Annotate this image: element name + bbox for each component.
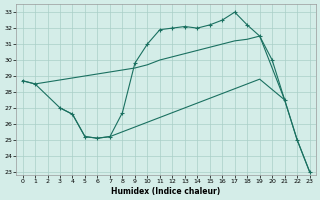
X-axis label: Humidex (Indice chaleur): Humidex (Indice chaleur) <box>111 187 221 196</box>
